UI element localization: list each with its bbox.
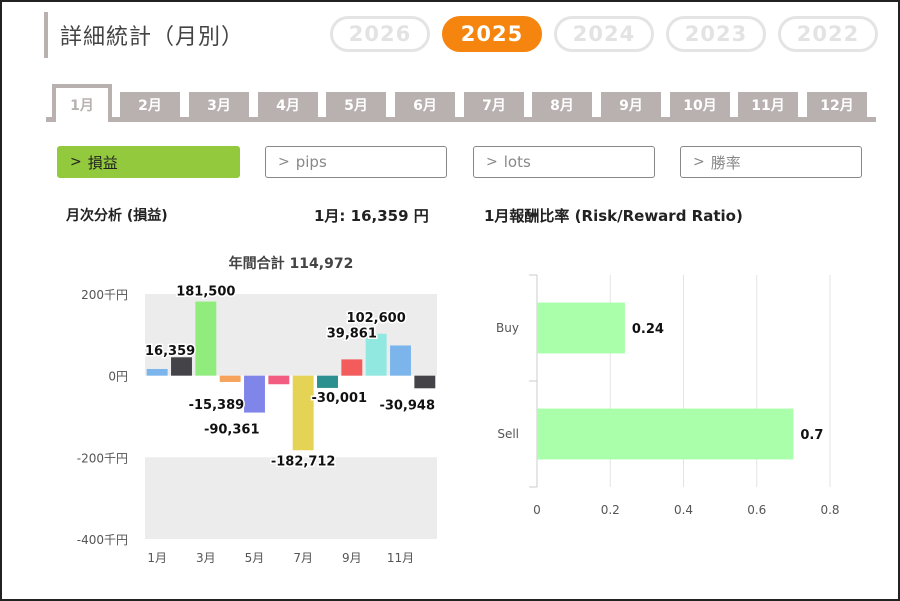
risk-reward-chart: 0 0.2 0.4 0.6 0.8 Buy 0.24 Sell 0.7 <box>496 274 840 517</box>
data-label: 39,861 <box>327 326 377 341</box>
x-tick-label: 0.4 <box>674 503 693 517</box>
tab-month-1[interactable]: 1月 <box>52 84 112 122</box>
month-tabs: 1月 2月 3月 4月 5月 6月 7月 8月 9月 10月 11月 12月 <box>46 84 876 122</box>
tab-month-2[interactable]: 2月 <box>120 92 180 118</box>
bar <box>244 375 265 413</box>
data-label: -30,948 <box>379 398 435 413</box>
chevron-right-icon: > <box>693 154 705 170</box>
x-tick-label: 0.8 <box>820 503 839 517</box>
bar <box>317 375 338 388</box>
metric-label: pips <box>295 153 327 171</box>
bar <box>219 375 241 382</box>
tab-month-5[interactable]: 5月 <box>326 92 386 118</box>
bar <box>171 357 192 376</box>
data-label: 102,600 <box>347 311 406 326</box>
year-button-2025[interactable]: 2025 <box>442 16 542 52</box>
data-label: -15,389 <box>189 398 245 413</box>
y-tick-label: -200千円 <box>77 451 128 465</box>
bar <box>341 359 363 376</box>
rr-title: 1月報酬比率 (Risk/Reward Ratio) <box>484 207 743 225</box>
year-button-2024[interactable]: 2024 <box>554 16 654 52</box>
data-label: 0.24 <box>632 322 664 337</box>
y-tick-label: -400千円 <box>77 533 128 547</box>
tab-month-7[interactable]: 7月 <box>464 92 524 118</box>
y-tick-label: 200千円 <box>81 288 128 302</box>
x-tick-label: 1月 <box>147 551 167 565</box>
chevron-right-icon: > <box>70 154 82 170</box>
x-tick-label: 5月 <box>245 551 265 565</box>
bar <box>414 375 436 389</box>
page-title: 詳細統計（月別） <box>60 25 245 50</box>
metric-label: 勝率 <box>710 153 741 172</box>
metric-button-winrate[interactable]: > 勝率 <box>680 146 862 178</box>
category-label: Sell <box>497 427 519 441</box>
y-tick-label: 0円 <box>108 370 128 384</box>
bar <box>292 375 314 451</box>
bar <box>537 302 625 354</box>
monthly-summary: 1月: 16,359 円 <box>314 207 429 225</box>
tab-month-3[interactable]: 3月 <box>189 92 249 118</box>
bar <box>365 333 387 376</box>
category-label: Buy <box>496 321 519 335</box>
year-button-2022[interactable]: 2022 <box>778 16 878 52</box>
plot-band-upper <box>145 294 437 376</box>
plot-band-lower <box>145 457 437 539</box>
metric-label: lots <box>503 153 531 171</box>
tab-month-11[interactable]: 11月 <box>738 92 798 118</box>
year-button-2026[interactable]: 2026 <box>330 16 430 52</box>
plot-band-middle <box>145 375 437 458</box>
data-label: -182,712 <box>271 454 336 469</box>
tab-month-6[interactable]: 6月 <box>395 92 455 118</box>
month-tabs-underline <box>46 117 876 122</box>
metric-button-pips[interactable]: > pips <box>265 146 447 178</box>
data-label: -30,001 <box>312 391 368 406</box>
tab-month-10[interactable]: 10月 <box>670 92 730 118</box>
tab-month-4[interactable]: 4月 <box>258 92 318 118</box>
bar <box>390 345 411 376</box>
bar <box>195 301 217 376</box>
x-tick-label: 9月 <box>342 551 362 565</box>
data-label: 0.7 <box>800 428 823 443</box>
tab-month-12[interactable]: 12月 <box>807 92 867 118</box>
metric-button-profit[interactable]: > 損益 <box>57 146 240 178</box>
tab-month-8[interactable]: 8月 <box>532 92 592 118</box>
x-tick-label: 11月 <box>387 551 414 565</box>
chart-title: 年間合計 114,972 <box>229 255 354 272</box>
x-tick-label: 3月 <box>196 551 216 565</box>
chevron-right-icon: > <box>278 154 290 170</box>
monthly-analysis-title: 月次分析 (損益) <box>66 208 168 224</box>
data-label: -90,361 <box>204 423 260 438</box>
x-tick-label: 0.2 <box>601 503 620 517</box>
year-selector: 2026 2025 2024 2023 2022 <box>330 16 878 52</box>
monthly-bar-chart: 年間合計 114,972 200千円 0円 -200千円 -400千円 16,359 181… <box>77 255 437 565</box>
tab-month-9[interactable]: 9月 <box>601 92 661 118</box>
data-label: 181,500 <box>176 285 235 300</box>
data-label: 16,359 <box>145 344 195 359</box>
page-title-block: 詳細統計（月別） <box>44 12 244 58</box>
x-tick-label: 0 <box>533 503 541 517</box>
x-tick-label: 0.6 <box>747 503 766 517</box>
x-tick-label: 7月 <box>293 551 313 565</box>
year-button-2023[interactable]: 2023 <box>666 16 766 52</box>
chevron-right-icon: > <box>486 154 498 170</box>
bar <box>146 368 168 376</box>
metric-button-lots[interactable]: > lots <box>473 146 655 178</box>
bar <box>268 375 290 385</box>
metric-label: 損益 <box>87 153 118 172</box>
bar <box>537 408 794 460</box>
